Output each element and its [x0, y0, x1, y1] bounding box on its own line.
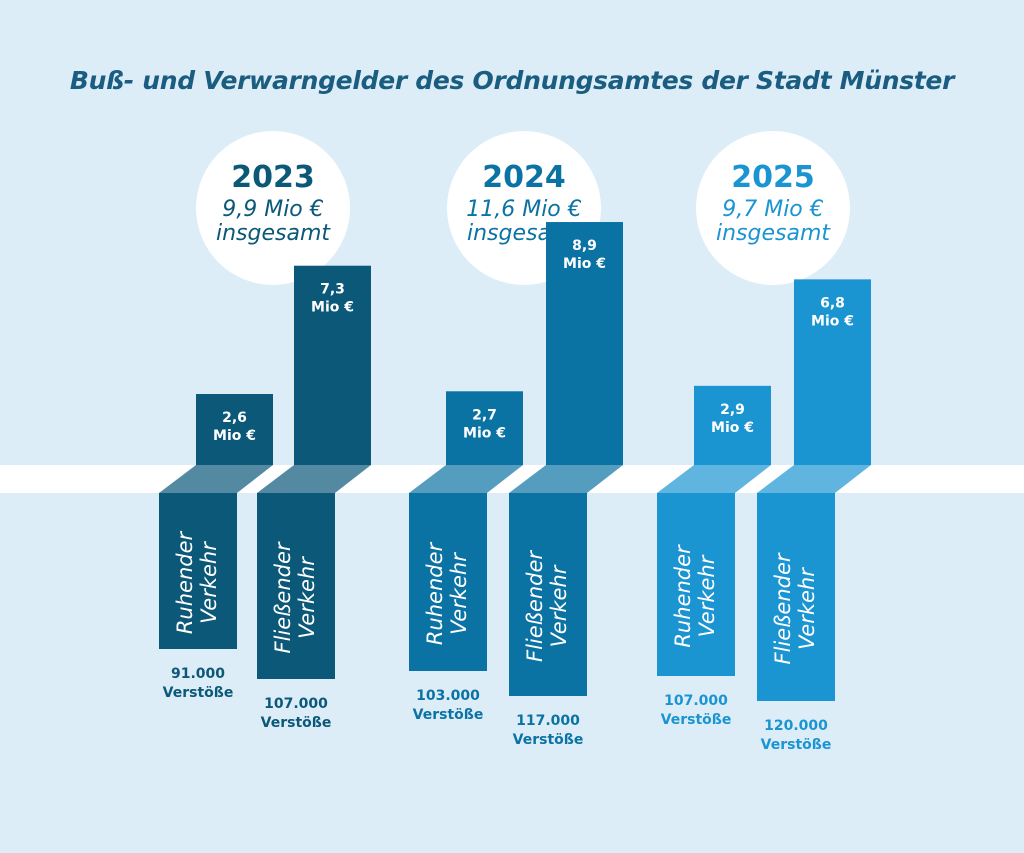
violations-count: 107.000: [664, 693, 728, 709]
ribbon-fliessender-verkehr-2025: [757, 493, 835, 701]
bar-unit-label: Mio €: [811, 313, 854, 329]
ribbon-fliessender-verkehr-2023: [257, 493, 335, 679]
category-label: Fließender Verkehr: [771, 552, 819, 664]
total-suffix-label: insgesamt: [216, 221, 331, 246]
category-label: Ruhender Verkehr: [671, 544, 719, 648]
category-label-line1: Fließender: [523, 550, 547, 662]
total-value-label: 11,6 Mio €: [466, 197, 582, 222]
bar-unit-label: Mio €: [463, 425, 506, 441]
bar-ruhender-verkehr-2024: [446, 391, 523, 465]
bar-ruhender-verkehr-2023: [196, 394, 273, 465]
year-label: 2024: [482, 160, 566, 195]
ribbon-fliessender-verkehr-2024: [509, 493, 587, 696]
year-label: 2023: [231, 160, 315, 195]
bar-unit-label: Mio €: [563, 256, 606, 272]
bar-value-label: 2,7: [472, 407, 497, 423]
bar-unit-label: Mio €: [311, 300, 354, 316]
category-label-line1: Ruhender: [173, 530, 197, 634]
category-label-line2: Verkehr: [197, 541, 221, 624]
violations-unit: Verstöße: [163, 685, 234, 701]
category-label-line2: Verkehr: [695, 554, 719, 637]
bar-fold-ruhender-verkehr-2025: [657, 465, 771, 493]
category-label-line2: Verkehr: [447, 552, 471, 635]
total-bubble: [696, 131, 850, 285]
year-label: 2025: [731, 160, 815, 195]
bar-fliessender-verkehr-2023: [294, 265, 371, 465]
category-label-line1: Fließender: [271, 541, 295, 653]
bar-unit-label: Mio €: [711, 420, 754, 436]
bar-fold-fliessender-verkehr-2025: [757, 465, 871, 493]
bar-value-label: 8,9: [572, 238, 597, 254]
total-value-label: 9,7 Mio €: [722, 197, 824, 222]
bar-unit-label: Mio €: [213, 428, 256, 444]
total-suffix-label: insgesamt: [716, 221, 831, 246]
bar-fliessender-verkehr-2025: [794, 279, 871, 465]
bar-fliessender-verkehr-2024: [546, 222, 623, 465]
ribbon-ruhender-verkehr-2024: [409, 493, 487, 671]
ribbon-ruhender-verkehr-2023: [159, 493, 237, 649]
bar-value-label: 7,3: [320, 282, 345, 298]
bar-fold-ruhender-verkehr-2023: [159, 465, 273, 493]
violations-count: 103.000: [416, 688, 480, 704]
total-bubble: [196, 131, 350, 285]
category-label: Fließender Verkehr: [523, 550, 571, 662]
category-label-line1: Fließender: [771, 552, 795, 664]
category-label-line2: Verkehr: [795, 567, 819, 650]
bar-fold-fliessender-verkehr-2023: [257, 465, 371, 493]
category-label: Fließender Verkehr: [271, 541, 319, 653]
violations-unit: Verstöße: [661, 712, 732, 728]
violations-unit: Verstöße: [413, 707, 484, 723]
bar-ruhender-verkehr-2025: [694, 385, 771, 465]
violations-count: 117.000: [516, 713, 580, 729]
bar-fold-fliessender-verkehr-2024: [509, 465, 623, 493]
bar-value-label: 2,6: [222, 410, 247, 426]
bar-value-label: 6,8: [820, 295, 845, 311]
total-value-label: 9,9 Mio €: [222, 197, 324, 222]
bar-fold-ruhender-verkehr-2024: [409, 465, 523, 493]
category-label-line1: Ruhender: [423, 541, 447, 645]
chart-title: Buß- und Verwarngelder des Ordnungsamtes…: [69, 66, 955, 95]
ribbon-ruhender-verkehr-2025: [657, 493, 735, 676]
violations-count: 120.000: [764, 718, 828, 734]
violations-unit: Verstöße: [513, 732, 584, 748]
category-label: Ruhender Verkehr: [173, 530, 221, 634]
category-label-line2: Verkehr: [295, 556, 319, 639]
bar-value-label: 2,9: [720, 402, 745, 418]
violations-unit: Verstöße: [761, 737, 832, 753]
category-label-line2: Verkehr: [547, 564, 571, 647]
category-label-line1: Ruhender: [671, 544, 695, 648]
violations-unit: Verstöße: [261, 715, 332, 731]
violations-count: 91.000: [171, 666, 225, 682]
category-label: Ruhender Verkehr: [423, 541, 471, 645]
violations-count: 107.000: [264, 696, 328, 712]
